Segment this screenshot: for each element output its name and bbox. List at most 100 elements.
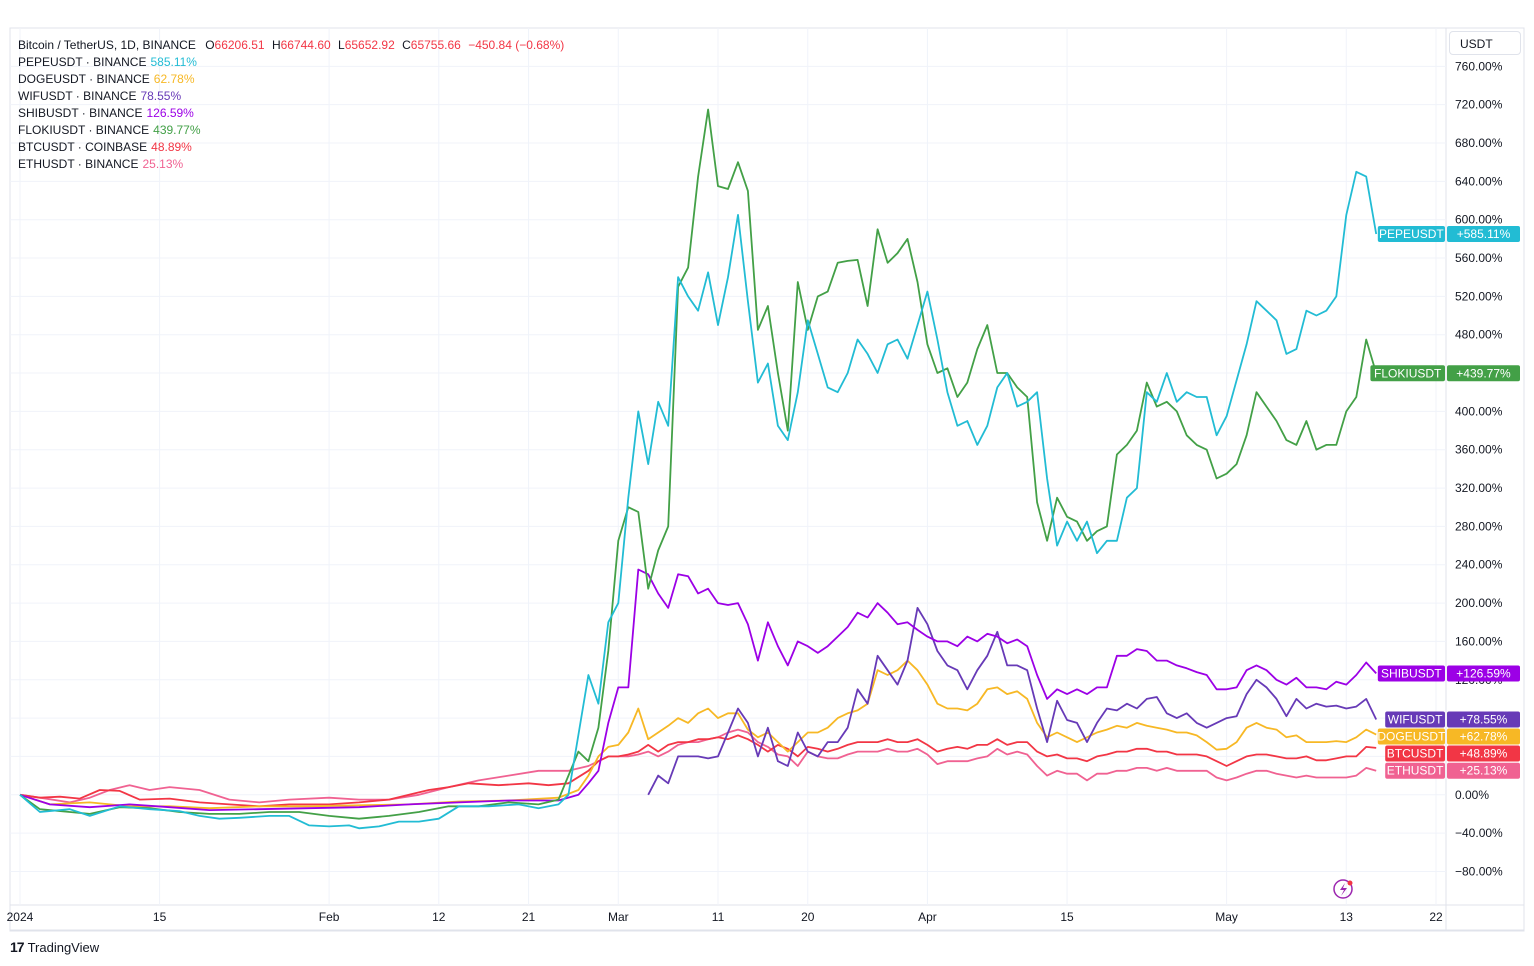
price-badge-wifusdt: WIFUSDT +78.55% (1385, 711, 1520, 728)
series-line-dogeusdt (19, 659, 1377, 810)
legend-item-label: DOGEUSDT · BINANCE (18, 72, 150, 86)
y-tick-label: 480.00% (1455, 328, 1503, 342)
legend-item-label: FLOKIUSDT · BINANCE (18, 123, 150, 137)
x-tick-label: 11 (712, 910, 725, 924)
series-line-wifusdt (647, 607, 1378, 796)
legend-item-value: 78.55% (140, 89, 182, 103)
y-tick-label: 720.00% (1455, 98, 1503, 112)
replay-lightning-icon (1333, 879, 1353, 899)
legend-item-label: PEPEUSDT · BINANCE (18, 55, 147, 69)
y-tick-label: 400.00% (1455, 404, 1503, 418)
open-value: 66206.51 (214, 38, 265, 52)
legend-item[interactable]: ETHUSDT · BINANCE 25.13% (18, 156, 564, 173)
badge-name: DOGEUSDT (1377, 729, 1446, 743)
legend-item[interactable]: FLOKIUSDT · BINANCE 439.77% (18, 122, 564, 139)
high-value: 66744.60 (280, 38, 331, 52)
badge-name-bg (1377, 728, 1445, 745)
legend-item-value: 126.59% (146, 106, 194, 120)
y-tick-label: −80.00% (1455, 864, 1503, 878)
badge-value: +439.77% (1456, 366, 1511, 380)
badge-value: +25.13% (1460, 764, 1508, 778)
tradingview-logo-icon: 17 (10, 939, 25, 955)
x-tick-label: Mar (608, 910, 629, 924)
badge-name-bg (1385, 745, 1445, 762)
y-tick-label: 680.00% (1455, 136, 1503, 150)
badge-name-bg (1377, 665, 1445, 682)
badge-value-bg (1447, 665, 1520, 682)
series-line-pepeusdt (19, 170, 1378, 830)
y-tick-label: 760.00% (1455, 59, 1503, 73)
y-tick-label: 240.00% (1455, 558, 1503, 572)
legend-item[interactable]: WIFUSDT · BINANCE 78.55% (18, 88, 564, 105)
badge-value-bg (1447, 711, 1520, 728)
badge-name-bg (1377, 225, 1445, 242)
x-tick-label: 13 (1340, 910, 1354, 924)
price-badge-pepeusdt: PEPEUSDT +585.11% (1377, 225, 1520, 242)
low-label: L (338, 38, 345, 52)
series-line-shibusdt (19, 568, 1377, 811)
x-tick-label: 22 (1429, 910, 1443, 924)
close-value: 65755.66 (410, 38, 461, 52)
y-tick-label: 160.00% (1455, 634, 1503, 648)
y-tick-label: 320.00% (1455, 481, 1503, 495)
price-badge-dogeusdt: DOGEUSDT +62.78% (1377, 728, 1520, 745)
close-label: C (402, 38, 411, 52)
symbol-title[interactable]: Bitcoin / TetherUS, 1D, BINANCE (18, 38, 196, 52)
badge-name: PEPEUSDT (1379, 227, 1444, 241)
badge-name-bg (1370, 365, 1445, 382)
badge-value: +126.59% (1456, 666, 1511, 680)
legend-item-value: 62.78% (153, 72, 195, 86)
legend-item-label: WIFUSDT · BINANCE (18, 89, 137, 103)
legend-item-label: ETHUSDT · BINANCE (18, 157, 139, 171)
badge-value: +78.55% (1460, 712, 1508, 726)
x-tick-label: May (1215, 910, 1238, 924)
x-tick-label: Feb (319, 910, 340, 924)
price-badge-ethusdt: ETHUSDT +25.13% (1385, 762, 1520, 779)
badge-name-bg (1385, 762, 1445, 779)
y-tick-label: 280.00% (1455, 519, 1503, 533)
x-tick-label: 2024 (7, 910, 34, 924)
badge-name-bg (1385, 711, 1445, 728)
tradingview-footer[interactable]: 17 TradingView (10, 939, 99, 955)
chart-frame (9, 27, 1525, 932)
y-tick-label: 200.00% (1455, 596, 1503, 610)
series-line-btcusdt (19, 734, 1377, 808)
legend-item[interactable]: BTCUSDT · COINBASE 48.89% (18, 139, 564, 156)
change-value: −450.84 (−0.68%) (468, 38, 565, 52)
open-label: O (205, 38, 215, 52)
y-tick-label: 0.00% (1455, 788, 1489, 802)
legend-item[interactable]: DOGEUSDT · BINANCE 62.78% (18, 71, 564, 88)
y-tick-label: 520.00% (1455, 289, 1503, 303)
legend-item-value: 25.13% (142, 157, 184, 171)
badge-value: +62.78% (1460, 729, 1508, 743)
currency-selector[interactable]: USDT (1449, 31, 1521, 55)
y-tick-label: 600.00% (1455, 213, 1503, 227)
badge-value: +48.89% (1460, 746, 1508, 760)
y-tick-label: 360.00% (1455, 443, 1503, 457)
badge-name: BTCUSDT (1387, 746, 1444, 760)
currency-label: USDT (1460, 37, 1493, 51)
y-tick-label: 640.00% (1455, 174, 1503, 188)
symbol-header: Bitcoin / TetherUS, 1D, BINANCE O66206.5… (18, 37, 564, 54)
badge-name: FLOKIUSDT (1374, 366, 1442, 380)
y-tick-label: −40.00% (1455, 826, 1503, 840)
x-tick-label: 21 (522, 910, 536, 924)
legend-item[interactable]: SHIBUSDT · BINANCE 126.59% (18, 105, 564, 122)
x-tick-label: 15 (1060, 910, 1074, 924)
badge-value-bg (1447, 365, 1520, 382)
legend-item-label: SHIBUSDT · BINANCE (18, 106, 143, 120)
x-tick-label: 20 (801, 910, 815, 924)
price-badge-shibusdt: SHIBUSDT +126.59% (1377, 665, 1520, 682)
x-tick-label: Apr (918, 910, 937, 924)
badge-value-bg (1447, 762, 1520, 779)
legend-item-value: 48.89% (151, 140, 192, 154)
badge-value-bg (1447, 745, 1520, 762)
x-tick-label: 15 (153, 910, 167, 924)
high-label: H (271, 38, 281, 52)
badge-name: WIFUSDT (1388, 712, 1443, 726)
series-line-flokiusdt (19, 108, 1378, 820)
legend-item-value: 585.11% (150, 55, 197, 69)
badge-value: +585.11% (1457, 227, 1511, 241)
legend-item[interactable]: PEPEUSDT · BINANCE 585.11% (18, 54, 564, 71)
